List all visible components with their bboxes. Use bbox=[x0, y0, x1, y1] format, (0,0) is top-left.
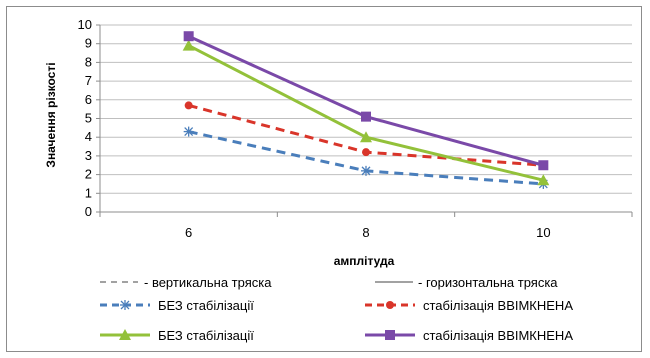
legend: - вертикальна тряска - горизонтальна тря… bbox=[100, 275, 573, 343]
y-axis-title: Значення різкості bbox=[44, 62, 58, 167]
star-stroke bbox=[361, 166, 371, 176]
x-axis-title: амплітуда bbox=[334, 254, 395, 268]
data-point-s3-3 bbox=[537, 174, 550, 186]
legend-label-2: стабілізація ВВІМКНЕНА bbox=[423, 298, 573, 313]
y-tick-label: 7 bbox=[85, 73, 92, 88]
series-line-4 bbox=[188, 34, 544, 167]
data-point-s4-1 bbox=[183, 31, 194, 42]
x-tick-label: 6 bbox=[185, 225, 192, 240]
series-lines bbox=[182, 31, 550, 189]
y-tick-label: 6 bbox=[85, 92, 92, 107]
legend-marker-2 bbox=[386, 301, 394, 309]
star-stroke bbox=[120, 300, 130, 310]
y-tick-label: 4 bbox=[85, 129, 92, 144]
y-tick-label: 3 bbox=[85, 148, 92, 163]
legend-marker-1 bbox=[120, 300, 130, 310]
legend-label-3: БЕЗ стабілізації bbox=[158, 328, 254, 343]
x-tick-label: 10 bbox=[536, 225, 550, 240]
legend-label-4: стабілізація ВВІМКНЕНА bbox=[423, 328, 573, 343]
legend-marker-3 bbox=[119, 329, 131, 340]
data-point-s3-1 bbox=[182, 39, 195, 51]
y-tick-label: 1 bbox=[85, 185, 92, 200]
axes bbox=[96, 24, 633, 217]
legend-label-1: БЕЗ стабілізації bbox=[158, 298, 254, 313]
y-tick-label: 0 bbox=[85, 204, 92, 219]
y-tick-label: 9 bbox=[85, 36, 92, 51]
y-tick-labels: 0 1 2 3 4 5 6 7 8 9 10 bbox=[78, 17, 92, 219]
data-point-s4-2 bbox=[361, 111, 371, 122]
y-tick-label: 8 bbox=[85, 54, 92, 69]
data-point-s1-1 bbox=[183, 126, 194, 137]
legend-header-dashed: - вертикальна тряска bbox=[144, 275, 272, 290]
data-point-s1-2 bbox=[361, 165, 371, 176]
legend-marker-4 bbox=[385, 330, 395, 340]
data-point-s3-2 bbox=[360, 131, 372, 143]
y-tick-label: 10 bbox=[78, 17, 92, 32]
x-tick-labels: 6 8 10 bbox=[185, 225, 551, 240]
data-point-s4-3 bbox=[538, 160, 549, 171]
x-tick-label: 8 bbox=[362, 225, 369, 240]
y-tick-label: 5 bbox=[85, 111, 92, 126]
legend-header-solid: - горизонтальна тряска bbox=[418, 275, 558, 290]
data-point-s2-1 bbox=[184, 101, 193, 110]
data-point-s2-2 bbox=[362, 148, 370, 157]
star-stroke bbox=[184, 127, 194, 137]
y-tick-label: 2 bbox=[85, 167, 92, 182]
